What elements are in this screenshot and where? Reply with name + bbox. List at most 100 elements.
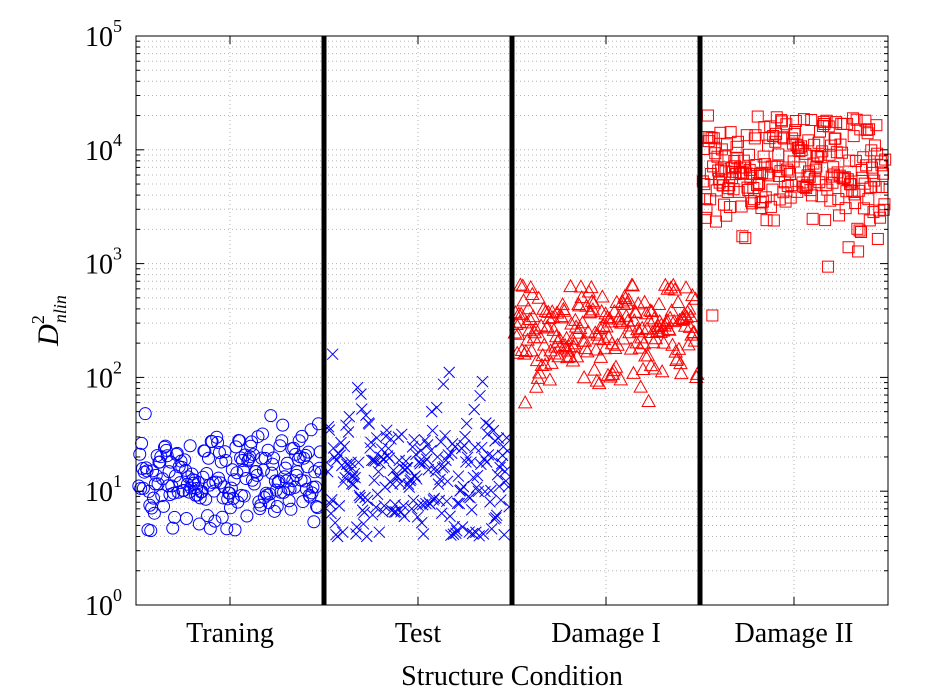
data-point-circle	[183, 439, 197, 453]
data-point-square	[862, 193, 875, 206]
data-point-x	[347, 478, 360, 491]
data-point-square	[863, 214, 876, 227]
data-point-square	[822, 120, 835, 133]
data-point-x	[355, 403, 368, 415]
data-point-triangle	[588, 342, 604, 356]
data-point-square	[822, 260, 835, 273]
data-point-circle	[226, 491, 240, 505]
data-point-square	[857, 202, 870, 215]
data-point-square	[870, 119, 883, 132]
y-tick-label: 104	[85, 130, 122, 167]
data-point-circle	[188, 473, 202, 487]
plot-frame	[135, 35, 889, 606]
data-point-triangle	[678, 280, 694, 294]
data-point-triangle	[681, 337, 696, 351]
data-point-square	[866, 166, 879, 179]
data-point-triangle	[567, 336, 582, 350]
data-point-circle	[298, 474, 312, 488]
data-point-circle	[201, 451, 215, 465]
y-tick-label: 102	[85, 357, 122, 394]
data-point-triangle	[599, 319, 614, 333]
data-point-x	[487, 424, 500, 437]
data-point-square	[724, 126, 737, 139]
data-point-triangle	[546, 322, 562, 336]
data-point-square	[811, 150, 824, 163]
data-point-circle	[225, 463, 239, 477]
data-point-square	[712, 172, 725, 185]
data-point-circle	[229, 440, 243, 454]
data-point-triangle	[583, 279, 599, 294]
data-point-triangle	[595, 289, 610, 303]
data-point-circle	[170, 446, 184, 460]
data-point-x	[380, 424, 393, 437]
data-point-square	[818, 118, 831, 131]
data-point-square	[842, 241, 855, 254]
data-point-x	[387, 464, 400, 477]
data-point-triangle	[597, 340, 613, 355]
data-point-triangle	[556, 303, 572, 317]
data-point-x	[348, 467, 361, 480]
data-point-triangle	[662, 310, 678, 324]
data-point-x	[363, 418, 376, 430]
data-point-x	[476, 375, 489, 388]
data-point-circle	[282, 494, 296, 508]
data-point-square	[843, 154, 856, 167]
data-point-triangle	[532, 365, 547, 379]
data-point-square	[789, 114, 802, 127]
data-point-circle	[264, 409, 278, 423]
data-point-x	[413, 455, 426, 468]
data-point-square	[855, 226, 868, 239]
y-tick-mantissa: 10	[85, 477, 113, 508]
data-point-circle	[177, 483, 191, 497]
data-point-x	[473, 529, 486, 542]
data-point-x	[474, 389, 486, 402]
data-point-square	[852, 245, 865, 258]
data-point-x	[483, 419, 496, 432]
data-point-circle	[263, 487, 277, 501]
data-point-x	[361, 494, 374, 507]
data-point-square	[706, 309, 719, 322]
data-point-triangle	[560, 349, 575, 364]
data-point-triangle	[522, 311, 538, 325]
data-point-circle	[178, 453, 192, 467]
data-point-circle	[196, 470, 210, 484]
data-point-triangle	[523, 279, 539, 294]
data-point-circle	[179, 512, 193, 526]
data-point-triangle	[548, 329, 564, 343]
data-point-triangle	[545, 309, 561, 324]
data-point-square	[847, 130, 860, 143]
data-point-circle	[268, 474, 282, 488]
data-point-circle	[192, 517, 206, 531]
data-point-x	[445, 447, 458, 460]
data-point-triangle	[592, 320, 608, 334]
data-point-triangle	[531, 290, 547, 304]
data-point-x	[469, 441, 481, 454]
data-point-square	[772, 148, 785, 161]
data-point-square	[789, 124, 802, 137]
data-point-triangle	[517, 395, 533, 409]
x-axis-ticks: Traning Test Damage I Damage II	[186, 36, 853, 649]
data-point-triangle	[673, 365, 689, 380]
data-point-triangle	[628, 305, 644, 319]
y-tick-exponent: 0	[113, 585, 122, 605]
data-point-circle	[244, 439, 258, 453]
data-point-triangle	[528, 320, 543, 335]
y-axis-title-sup: 2	[28, 315, 48, 324]
data-points	[132, 109, 892, 543]
data-point-circle	[247, 477, 261, 491]
data-point-triangle	[664, 303, 680, 317]
data-point-triangle	[565, 353, 581, 367]
data-point-x	[368, 474, 381, 487]
data-point-x	[406, 441, 419, 453]
data-point-square	[824, 194, 837, 207]
data-point-circle	[228, 523, 242, 537]
data-point-triangle	[595, 318, 611, 332]
data-point-circle	[146, 464, 160, 478]
data-point-x	[435, 435, 447, 448]
data-point-triangle	[567, 312, 583, 326]
data-point-triangle	[524, 286, 540, 300]
x-category-label: Damage II	[735, 618, 854, 649]
data-point-x	[459, 430, 471, 443]
data-point-x	[415, 444, 427, 457]
data-point-triangle	[665, 277, 681, 291]
